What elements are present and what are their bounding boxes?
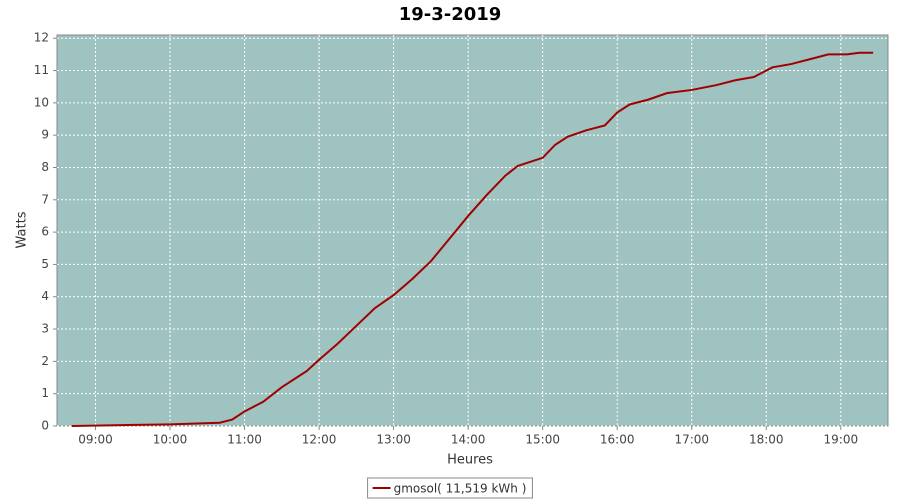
legend-box (367, 477, 533, 499)
y-tick-label: 10 (34, 95, 49, 109)
plot-area (56, 34, 889, 427)
x-tick-label: 16:00 (600, 433, 635, 447)
y-tick-label: 11 (34, 63, 49, 77)
y-tick-label: 1 (41, 386, 49, 400)
legend: gmosol( 11,519 kWh ) (367, 477, 533, 499)
y-tick-label: 0 (41, 419, 49, 433)
y-axis-label: Watts (15, 211, 30, 248)
data-line (71, 51, 874, 427)
y-tick-label: 3 (41, 322, 49, 336)
x-tick-label: 15:00 (525, 433, 560, 447)
y-tick-label: 4 (41, 289, 49, 303)
x-tick-label: 19:00 (824, 433, 859, 447)
y-tick-label: 2 (41, 354, 49, 368)
chart-title: 19-3-2019 (399, 4, 502, 25)
x-tick-label: 10:00 (153, 433, 188, 447)
x-tick-label: 18:00 (749, 433, 784, 447)
y-tick-label: 7 (41, 192, 49, 206)
x-tick-label: 11:00 (227, 433, 262, 447)
x-tick-label: 12:00 (302, 433, 337, 447)
x-tick-label: 14:00 (451, 433, 486, 447)
x-axis-label: Heures (447, 453, 493, 468)
legend-label: gmosol( 11,519 kWh ) (394, 482, 527, 496)
y-tick-label: 6 (41, 225, 49, 239)
x-tick-label: 13:00 (376, 433, 411, 447)
y-tick-label: 12 (34, 31, 49, 45)
x-tick-label: 09:00 (78, 433, 113, 447)
x-tick-label: 17:00 (674, 433, 709, 447)
y-tick-label: 9 (41, 128, 49, 142)
y-tick-label: 8 (41, 160, 49, 174)
y-tick-label: 5 (41, 257, 49, 271)
